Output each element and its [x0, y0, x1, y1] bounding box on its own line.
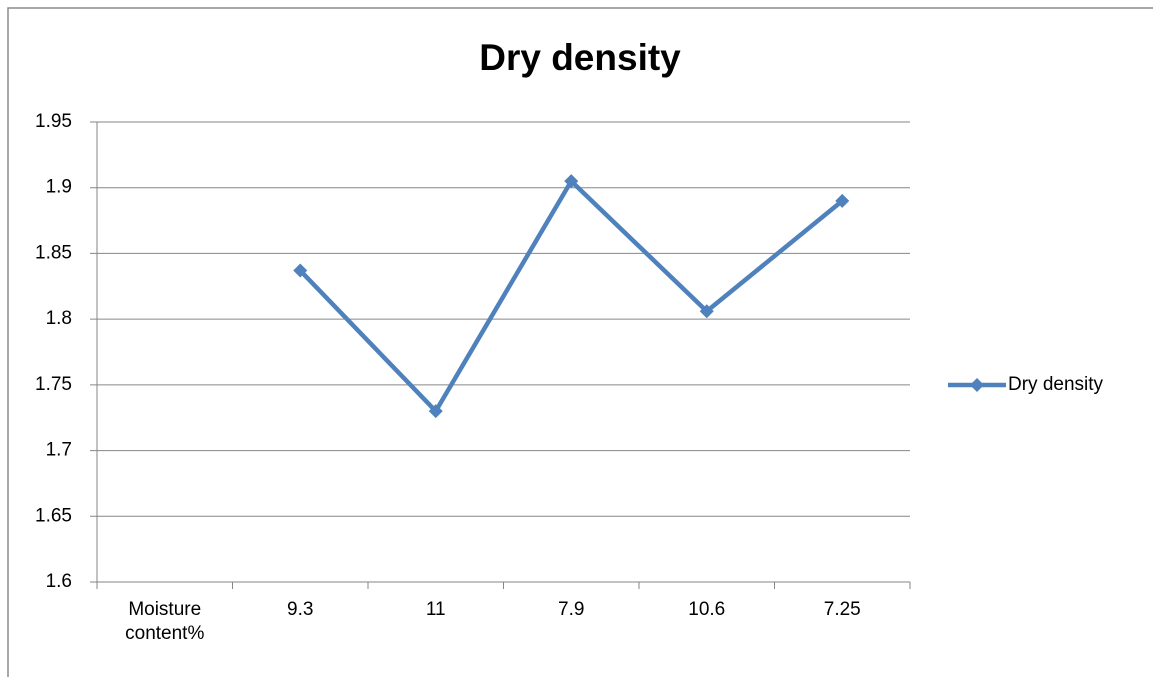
data-point [428, 404, 443, 419]
data-point [564, 174, 579, 189]
y-tick-label: 1.75 [35, 374, 72, 395]
x-tick-label: 11 [425, 599, 446, 620]
y-tick-label: 1.7 [46, 440, 72, 461]
data-point [835, 193, 850, 208]
y-tick-label: 1.85 [35, 242, 72, 263]
legend-marker [970, 378, 984, 392]
y-tick-label: 1.9 [46, 177, 72, 198]
legend-label: Dry density [1008, 374, 1104, 395]
y-tick-label: 1.95 [35, 111, 72, 132]
chart-frame [7, 7, 1153, 677]
x-tick-label: 7.9 [558, 599, 585, 620]
x-tick-label: Moisture content% [125, 599, 205, 644]
chart-title: Dry density [479, 37, 681, 78]
y-tick-label: 1.8 [46, 308, 72, 329]
y-tick-label: 1.65 [35, 505, 72, 526]
y-tick-label: 1.6 [46, 571, 72, 592]
data-point [699, 304, 714, 319]
x-tick-label: 7.25 [823, 599, 861, 620]
x-tick-label: 9.3 [287, 599, 314, 620]
data-point [293, 263, 308, 278]
x-tick-label: 10.6 [688, 599, 726, 620]
